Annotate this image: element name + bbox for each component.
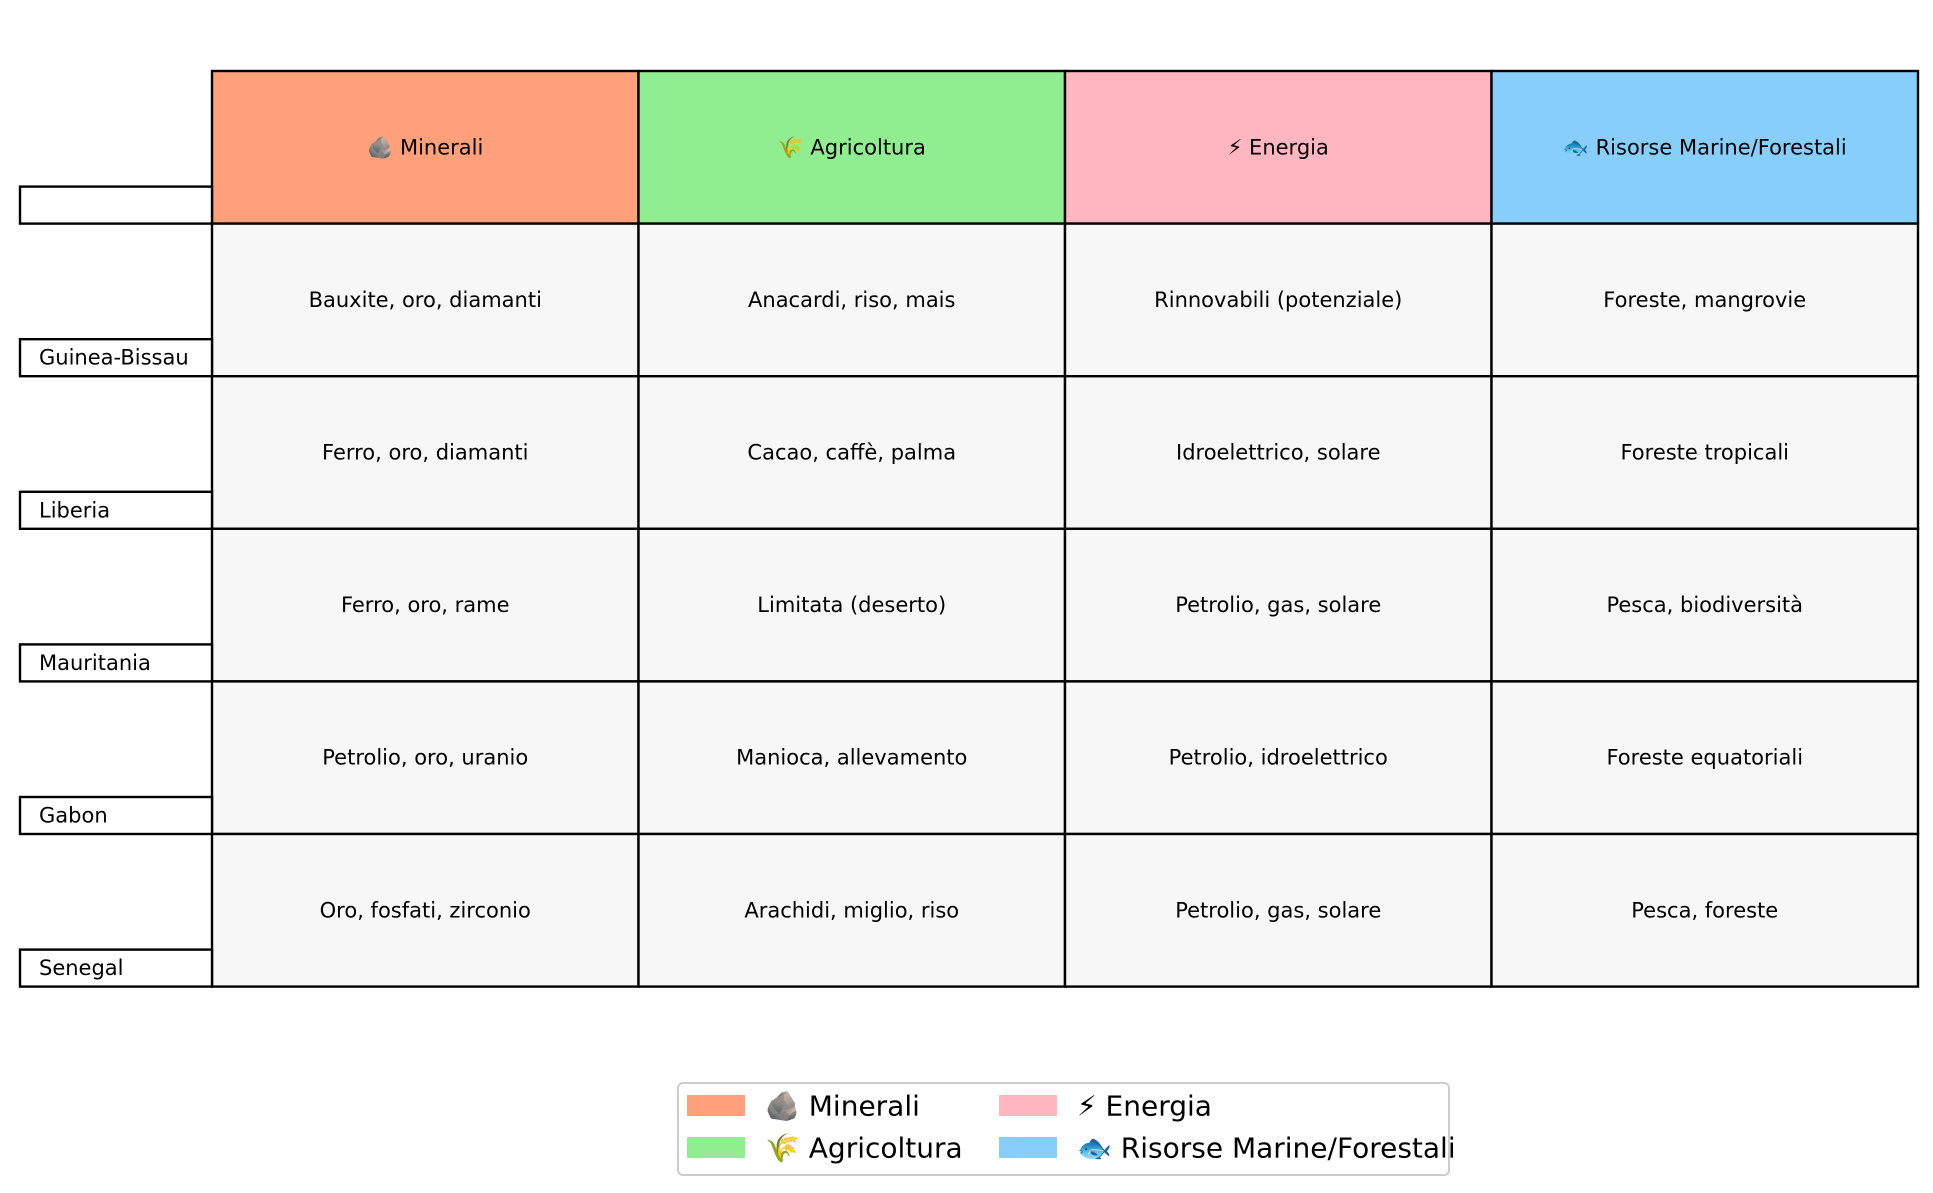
table-cell-text: Arachidi, miglio, riso: [744, 898, 959, 922]
table-cell-text: Ferro, oro, diamanti: [322, 441, 528, 465]
table-cell-text: Bauxite, oro, diamanti: [309, 288, 542, 312]
row-label: Mauritania: [39, 651, 151, 675]
table-cell-text: Anacardi, riso, mais: [748, 288, 955, 312]
table-cell: [1490, 527, 1920, 683]
table-cell: [210, 832, 640, 988]
table-cell-text: Rinnovabili (potenziale): [1154, 288, 1402, 312]
table-cell-text: Foreste, mangrovie: [1603, 288, 1806, 312]
table-cell-text: Petrolio, idroelettrico: [1169, 746, 1388, 770]
row-label-box: [18, 948, 214, 988]
row-label: Gabon: [39, 804, 108, 828]
table-cell: [1063, 680, 1493, 836]
table-cell: [210, 222, 640, 378]
column-header-label: ⚡ Energia: [1228, 135, 1329, 159]
table-cell-text: Cacao, caffè, palma: [747, 441, 956, 465]
table-cell: [210, 680, 640, 836]
column-header-cell: [637, 69, 1067, 225]
table-cell-text: Ferro, oro, rame: [341, 593, 510, 617]
row-label: Senegal: [39, 956, 124, 980]
table-cell-text: Limitata (deserto): [757, 593, 946, 617]
table-cell-text: Idroelettrico, solare: [1176, 441, 1380, 465]
legend-label: 🪨 Minerali: [765, 1090, 920, 1123]
legend-swatch: [687, 1095, 745, 1116]
table-cell: [1490, 832, 1920, 988]
column-header-label: 🪨 Minerali: [367, 135, 483, 159]
table-cell: [637, 222, 1067, 378]
column-header-label: 🌾 Agricoltura: [778, 135, 926, 159]
legend-swatch: [687, 1137, 745, 1158]
table-cell-text: Petrolio, gas, solare: [1175, 898, 1381, 922]
table-cell: [1490, 680, 1920, 836]
row-label-box: [18, 795, 214, 836]
table-cell: [1490, 222, 1920, 378]
table-cell: [1490, 375, 1920, 531]
row-label-box: [18, 490, 214, 530]
row-label-box: [18, 338, 214, 378]
table-cell-text: Pesca, biodiversità: [1606, 593, 1803, 617]
legend-label: ⚡ Energia: [1077, 1090, 1212, 1123]
legend-label: 🌾 Agricoltura: [765, 1132, 963, 1165]
table-cell-text: Petrolio, oro, uranio: [322, 746, 528, 770]
column-header-cell: [210, 69, 640, 225]
table-cell: [1063, 375, 1493, 531]
table-cell-text: Foreste tropicali: [1620, 441, 1789, 465]
column-header-cell: [1063, 69, 1493, 225]
table-cell: [210, 527, 640, 683]
legend-swatch: [999, 1137, 1057, 1158]
column-header-label: 🐟 Risorse Marine/Forestali: [1563, 135, 1847, 159]
table-cell-text: Pesca, foreste: [1631, 898, 1778, 922]
legend-swatch: [999, 1095, 1057, 1116]
legend-box: [677, 1082, 1450, 1176]
table-cell-text: Oro, fosfati, zirconio: [320, 898, 531, 922]
table-cell: [210, 375, 640, 531]
row-label-box: [18, 643, 214, 683]
table-cell: [637, 680, 1067, 836]
table-cell-text: Petrolio, gas, solare: [1175, 593, 1381, 617]
table-cell: [1063, 527, 1493, 683]
row-label: Guinea-Bissau: [39, 346, 189, 370]
table-cell-text: Manioca, allevamento: [736, 746, 967, 770]
corner-label-box: [18, 185, 214, 225]
legend-label: 🐟 Risorse Marine/Forestali: [1077, 1132, 1456, 1165]
table-cell-text: Foreste equatoriali: [1606, 746, 1803, 770]
column-header-cell: [1490, 69, 1920, 225]
row-label: Liberia: [39, 498, 110, 522]
table-cell: [637, 527, 1067, 683]
table-cell: [1063, 832, 1493, 988]
